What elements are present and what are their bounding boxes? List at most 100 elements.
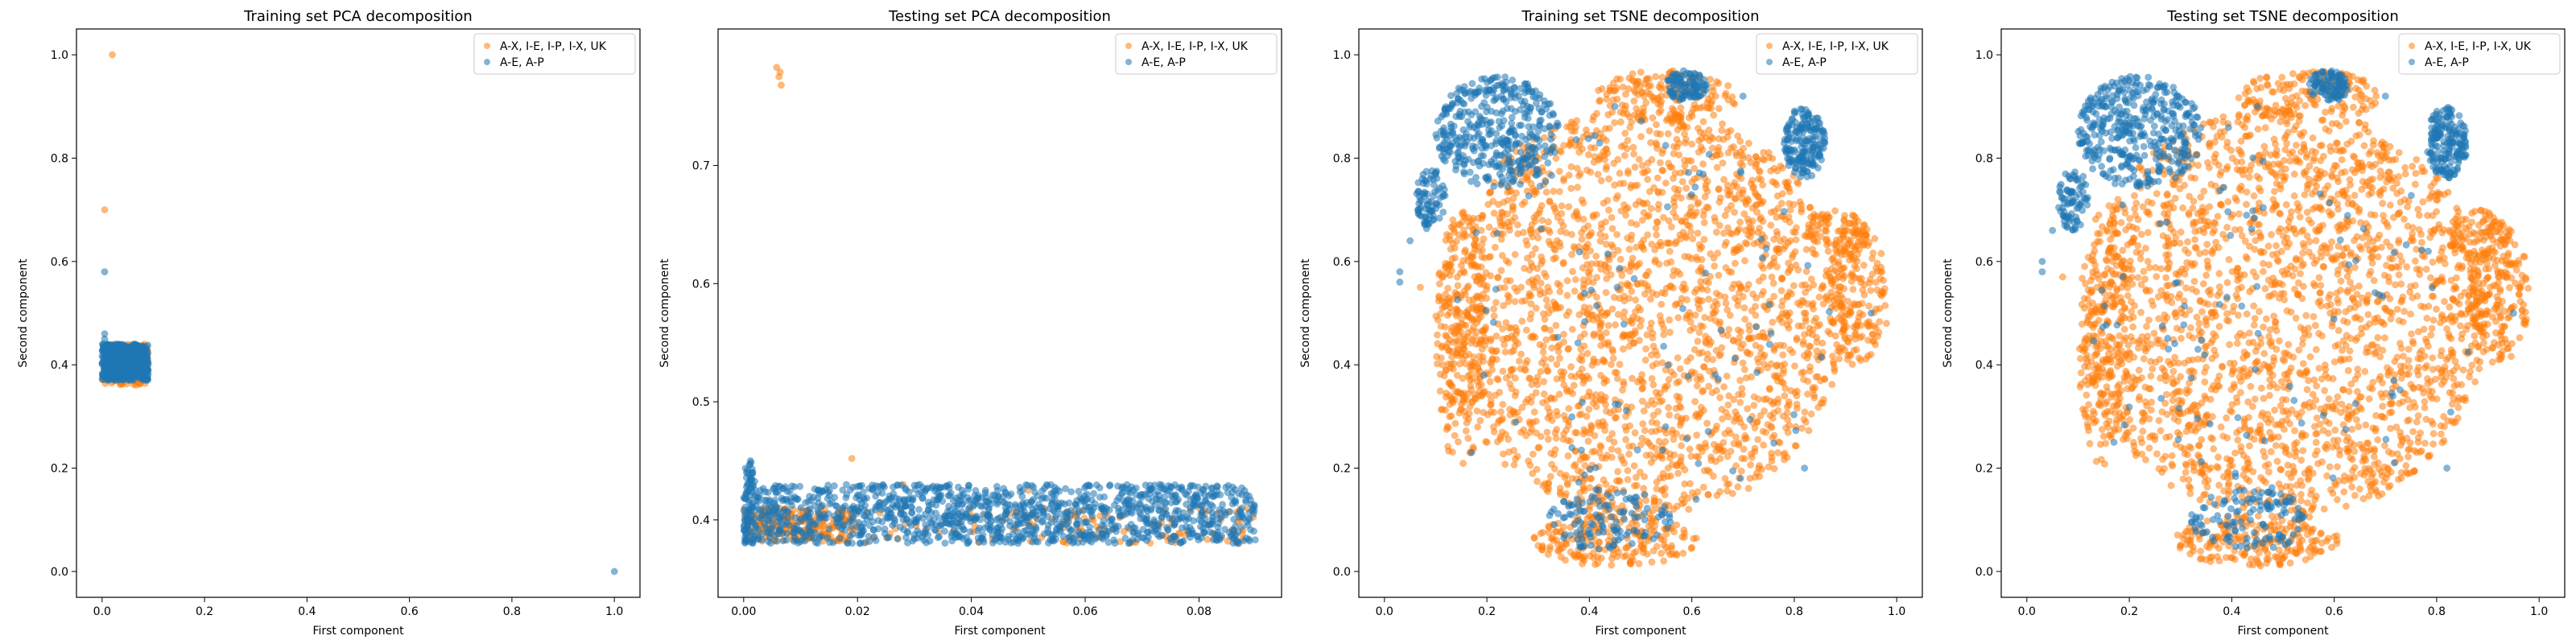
x-tick-label: 0.04	[959, 605, 984, 618]
scatter-point	[919, 494, 927, 502]
scatter-point	[1827, 288, 1835, 296]
scatter-point	[1594, 171, 1602, 179]
scatter-point	[846, 506, 854, 514]
scatter-point	[1637, 469, 1644, 477]
scatter-point	[776, 482, 784, 490]
scatter-point	[1479, 353, 1487, 361]
scatter-point	[1710, 440, 1718, 448]
scatter-point	[1575, 311, 1583, 319]
scatter-point	[1806, 204, 1814, 212]
scatter-point	[1505, 448, 1513, 456]
scatter-point	[1642, 345, 1650, 353]
scatter-point	[846, 486, 854, 494]
scatter-point	[1620, 378, 1628, 386]
scatter-point	[142, 369, 151, 377]
scatter-point	[1596, 230, 1604, 238]
scatter-point	[1625, 442, 1633, 450]
scatter-point	[1171, 533, 1179, 541]
scatter-point	[1665, 403, 1673, 411]
scatter-point	[1155, 533, 1163, 541]
scatter-point	[1754, 192, 1762, 200]
scatter-point	[1219, 501, 1227, 509]
scatter-point	[1801, 331, 1808, 339]
scatter-point	[1488, 365, 1496, 374]
scatter-point	[1736, 283, 1744, 291]
scatter-point	[1201, 497, 1209, 506]
scatter-point	[1565, 308, 1573, 316]
scatter-point	[939, 497, 947, 506]
scatter-point	[1793, 336, 1801, 344]
scatter-point	[1793, 392, 1801, 400]
scatter-point	[1067, 526, 1075, 535]
scatter-point	[1732, 245, 1740, 253]
scatter-point	[1616, 255, 1624, 263]
scatter-point	[1697, 263, 1705, 271]
scatter-point	[839, 486, 847, 494]
scatter-point	[1726, 188, 1734, 196]
scatter-point	[860, 520, 868, 528]
scatter-point	[1550, 202, 1558, 210]
scatter-point	[1555, 188, 1563, 196]
scatter-point	[100, 369, 108, 377]
scatter-point	[1566, 142, 1574, 150]
scatter-point	[1707, 456, 1715, 464]
scatter-point	[1528, 425, 1536, 433]
scatter-point	[1748, 307, 1756, 315]
scatter-point	[1716, 394, 1724, 402]
scatter-point	[1679, 229, 1687, 236]
y-tick-label: 0.2	[51, 463, 68, 476]
scatter-point	[1537, 368, 1545, 375]
scatter-point	[1550, 394, 1558, 402]
scatter-point	[906, 488, 913, 496]
scatter-point	[1652, 139, 1660, 147]
scatter-point	[1734, 483, 1742, 491]
scatter-point	[742, 529, 750, 537]
scatter-point	[1778, 190, 1786, 198]
scatter-point	[986, 520, 994, 528]
scatter-point	[1740, 257, 1748, 265]
scatter-point	[1521, 264, 1528, 272]
scatter-point	[1616, 118, 1624, 126]
y-tick-label: 0.6	[692, 278, 710, 291]
scatter-point	[1612, 321, 1620, 329]
scatter-point	[1643, 331, 1651, 339]
scatter-point	[1490, 305, 1497, 313]
scatter-point	[1540, 390, 1548, 398]
scatter-point	[1111, 502, 1118, 509]
scatter-point	[1103, 505, 1110, 513]
scatter-point	[1603, 275, 1611, 283]
scatter-point	[1635, 155, 1643, 163]
scatter-point	[1644, 159, 1652, 167]
scatter-point	[1586, 429, 1593, 437]
scatter-point	[842, 493, 850, 502]
scatter-point	[105, 372, 113, 380]
x-tick-label: 0.8	[503, 605, 521, 618]
scatter-point	[1493, 375, 1501, 382]
scatter-point	[1543, 428, 1551, 436]
scatter-point	[1695, 328, 1703, 336]
scatter-point	[776, 68, 784, 76]
scatter-point	[1785, 259, 1793, 267]
scatter-point	[964, 493, 972, 502]
scatter-point	[1593, 274, 1601, 282]
scatter-point	[1608, 453, 1616, 461]
scatter-point	[1216, 534, 1224, 542]
scatter-point	[1654, 407, 1662, 415]
scatter-point	[1091, 500, 1099, 508]
scatter-point	[1087, 509, 1095, 517]
scatter-point	[962, 534, 970, 541]
scatter-point	[1057, 510, 1065, 518]
scatter-point	[1614, 447, 1622, 455]
scatter-point	[1062, 485, 1070, 493]
scatter-point	[1699, 448, 1706, 456]
scatter-point	[1569, 267, 1576, 275]
scatter-point	[1744, 405, 1752, 413]
scatter-point	[1632, 473, 1640, 481]
scatter-point	[1565, 422, 1572, 430]
scatter-point	[1492, 299, 1500, 307]
scatter-point	[1210, 530, 1218, 538]
scatter-point	[913, 518, 921, 526]
scatter-point	[1868, 254, 1876, 262]
scatter-point	[1653, 478, 1661, 486]
